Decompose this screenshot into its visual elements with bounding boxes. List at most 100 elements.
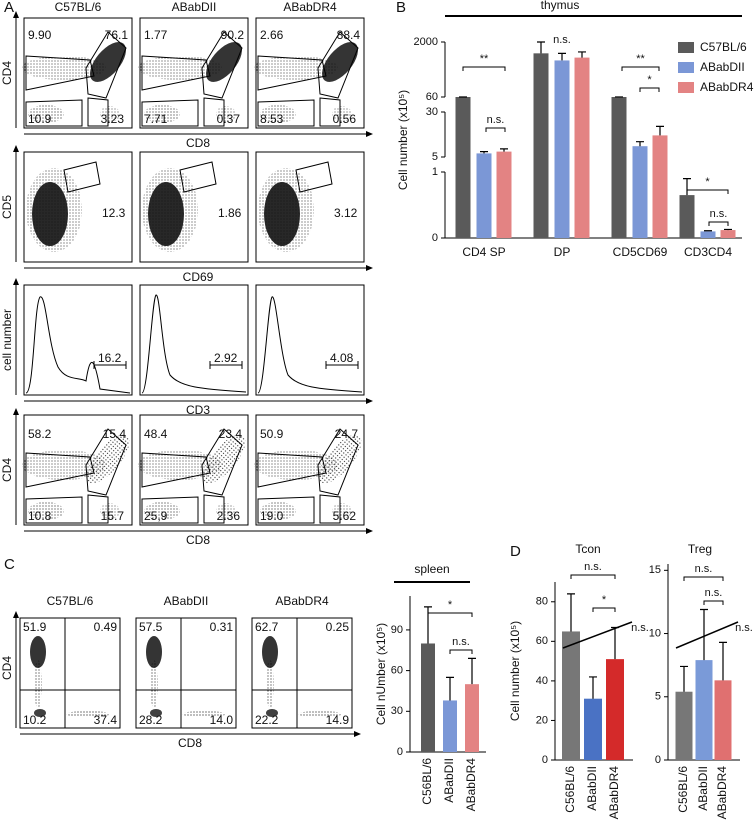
gate <box>85 31 127 99</box>
error-bar <box>446 676 454 701</box>
sig-label: n.s. <box>710 208 728 220</box>
gate-percent: 7.71 <box>144 112 168 126</box>
y-axis-label: CD4 <box>0 656 14 680</box>
cloud <box>202 434 246 484</box>
y-tick-label: 30 <box>391 705 403 717</box>
x-tick-label: CD5CD69 <box>613 245 668 259</box>
flow-plot: 50.9 24.7 19.0 5.62 <box>254 414 365 526</box>
y-tick-label: 5 <box>432 151 438 163</box>
flow-plot: 2.92 <box>139 284 249 396</box>
flow-plot: 16.2 <box>23 284 133 396</box>
y-tick-label: 5 <box>655 691 661 703</box>
gate-percent: 90.2 <box>221 28 245 42</box>
gate-percent: 88.4 <box>337 28 361 42</box>
cloud <box>262 636 278 668</box>
gate <box>141 55 211 91</box>
sig-bracket <box>708 221 729 226</box>
plot-frame <box>19 617 121 729</box>
strain-label: C57BL/6 <box>55 0 102 14</box>
ns-line <box>675 621 739 649</box>
y-tick-label: 60 <box>426 91 438 103</box>
gate <box>25 496 83 524</box>
gate <box>25 99 83 127</box>
gate <box>257 55 327 91</box>
quadrant-percent: 0.25 <box>326 620 350 634</box>
chart-title: thymus <box>541 0 580 12</box>
gate <box>25 452 95 488</box>
plot-frame <box>255 17 365 129</box>
sig-bracket <box>703 600 724 605</box>
x-axis-label: CD69 <box>183 270 214 284</box>
sig-label: * <box>705 176 710 188</box>
plot-frame <box>255 284 365 396</box>
plot-frame <box>23 151 133 263</box>
y-axis-label: Cell nUmber (x10⁵) <box>374 623 388 725</box>
gate <box>141 99 199 127</box>
error-bar <box>558 52 566 61</box>
plot-frame <box>139 17 249 129</box>
gate-percent: 3.12 <box>334 206 358 220</box>
gate <box>319 494 341 524</box>
cloud <box>322 42 358 82</box>
quadrant-percent: 22.2 <box>255 713 279 727</box>
sig-label: n.s. <box>695 563 713 575</box>
bar <box>679 195 695 238</box>
plot-frame <box>139 151 249 263</box>
flow-plot: 57.5 0.31 28.2 14.0 <box>135 617 237 729</box>
error-bar <box>578 51 586 58</box>
legend-swatch <box>678 62 694 73</box>
bar <box>611 97 627 238</box>
strain-label: ABabDR4 <box>275 594 329 608</box>
error-bar <box>480 151 488 154</box>
gate-percent: 9.90 <box>28 28 52 42</box>
error-bar <box>500 148 508 152</box>
cloud <box>28 502 64 520</box>
sig-label: * <box>647 74 652 86</box>
gate <box>209 361 243 369</box>
x-axis-label: CD3 <box>186 403 210 417</box>
y-tick-label: 30 <box>426 106 438 118</box>
plot-frame <box>251 617 353 729</box>
error-bar <box>700 608 708 661</box>
bar <box>443 700 457 752</box>
bar <box>574 57 590 238</box>
plot-frame <box>135 617 237 729</box>
quadrant-percent: 51.9 <box>23 620 47 634</box>
bar <box>584 698 602 760</box>
flow-plot: 62.7 0.25 22.2 14.9 <box>251 617 353 729</box>
y-tick-label: 20 <box>536 714 548 726</box>
bar <box>720 230 736 238</box>
quadrant-percent: 37.4 <box>94 713 118 727</box>
histogram <box>257 296 363 394</box>
gate <box>141 496 199 524</box>
sig-bracket <box>485 127 506 132</box>
flow-plot: 4.08 <box>255 284 365 396</box>
cloud <box>146 636 162 668</box>
cloud <box>90 42 126 82</box>
bar <box>465 684 479 752</box>
gate-percent: 19.0 <box>260 509 284 523</box>
x-axis-label: CD8 <box>186 533 210 547</box>
sig-label: n.s. <box>631 622 649 634</box>
quadrant-percent: 28.2 <box>139 713 163 727</box>
sig-label: n.s. <box>452 636 470 648</box>
bar <box>675 691 693 760</box>
y-axis-label: cell number <box>0 309 14 371</box>
cloud <box>86 434 130 484</box>
x-tick-label: DP <box>554 245 571 259</box>
cloud <box>150 709 162 717</box>
cloud <box>266 660 274 708</box>
bar <box>554 60 570 239</box>
gate <box>87 97 109 127</box>
bar <box>606 659 624 760</box>
cloud <box>216 503 236 519</box>
panel-label: B <box>396 0 406 16</box>
y-tick-label: 10 <box>649 627 661 639</box>
cloud <box>266 709 278 717</box>
flow-plot: 58.2 15.4 10.8 15.7 <box>22 414 133 526</box>
sig-label: n.s. <box>735 622 753 634</box>
panel-label: A <box>4 0 14 16</box>
y-tick-label: 15 <box>649 564 661 576</box>
gate <box>257 452 327 488</box>
error-bar <box>537 41 545 54</box>
